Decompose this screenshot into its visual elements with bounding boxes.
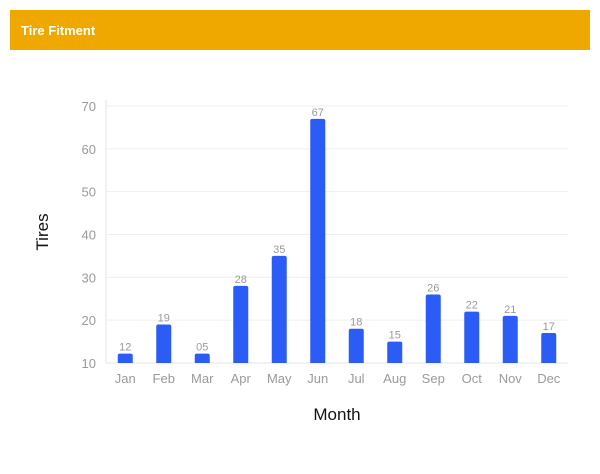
x-tick-label: Feb <box>153 371 175 386</box>
bar <box>464 311 480 363</box>
y-tick-labels: 10 20 30 40 50 60 70 <box>82 99 96 371</box>
bar <box>348 328 364 363</box>
data-label: 21 <box>504 304 516 316</box>
data-label: 19 <box>158 312 170 324</box>
x-tick-label: Oct <box>462 371 483 386</box>
gridlines <box>106 105 568 321</box>
x-tick-label: Apr <box>231 371 252 386</box>
x-tick-label: Sep <box>422 371 445 386</box>
bar <box>117 353 133 363</box>
data-label: 17 <box>543 321 555 333</box>
data-label: 12 <box>119 342 131 354</box>
y-axis-title: Tires <box>33 213 52 250</box>
data-label: 28 <box>235 274 247 286</box>
bar <box>156 324 172 363</box>
x-tick-label: May <box>267 371 292 386</box>
y-tick-label: 10 <box>82 356 96 371</box>
y-tick-label: 20 <box>82 313 96 328</box>
data-label: 05 <box>196 342 208 354</box>
data-label: 18 <box>350 317 362 329</box>
y-tick-label: 50 <box>82 185 96 200</box>
bar <box>233 285 249 363</box>
bar <box>502 315 518 363</box>
x-tick-labels: Jan Feb Mar Apr May Jun Jul Aug Sep Oct Nov Dec <box>115 371 561 386</box>
chart-card: 10 20 30 40 50 60 70 12 19 05 28 35 67 18 15 26 22 21 17 … <box>10 50 590 464</box>
x-tick-label: Dec <box>537 371 561 386</box>
data-label: 35 <box>273 244 285 256</box>
data-label: 15 <box>389 330 401 342</box>
data-label: 67 <box>312 107 324 119</box>
y-tick-label: 30 <box>82 270 96 285</box>
x-tick-label: Jul <box>348 371 365 386</box>
bars <box>117 118 557 363</box>
x-tick-label: Mar <box>191 371 214 386</box>
y-tick-label: 60 <box>82 142 96 157</box>
x-axis-title: Month <box>313 405 360 424</box>
y-tick-label: 70 <box>82 99 96 114</box>
y-tick-label: 40 <box>82 228 96 243</box>
bar <box>387 341 403 363</box>
x-tick-label: Aug <box>383 371 406 386</box>
bar <box>425 294 441 363</box>
bar <box>194 353 210 363</box>
header-bar: Tire Fitment <box>10 10 590 50</box>
data-label: 26 <box>427 282 439 294</box>
bar <box>310 118 326 363</box>
header-title: Tire Fitment <box>21 22 96 38</box>
x-tick-label: Nov <box>499 371 523 386</box>
x-tick-label: Jun <box>307 371 328 386</box>
data-label: 22 <box>466 300 478 312</box>
data-labels: 12 19 05 28 35 67 18 15 26 22 21 17 <box>119 107 555 354</box>
bar <box>541 333 557 363</box>
bar <box>271 255 287 363</box>
x-tick-label: Jan <box>115 371 136 386</box>
